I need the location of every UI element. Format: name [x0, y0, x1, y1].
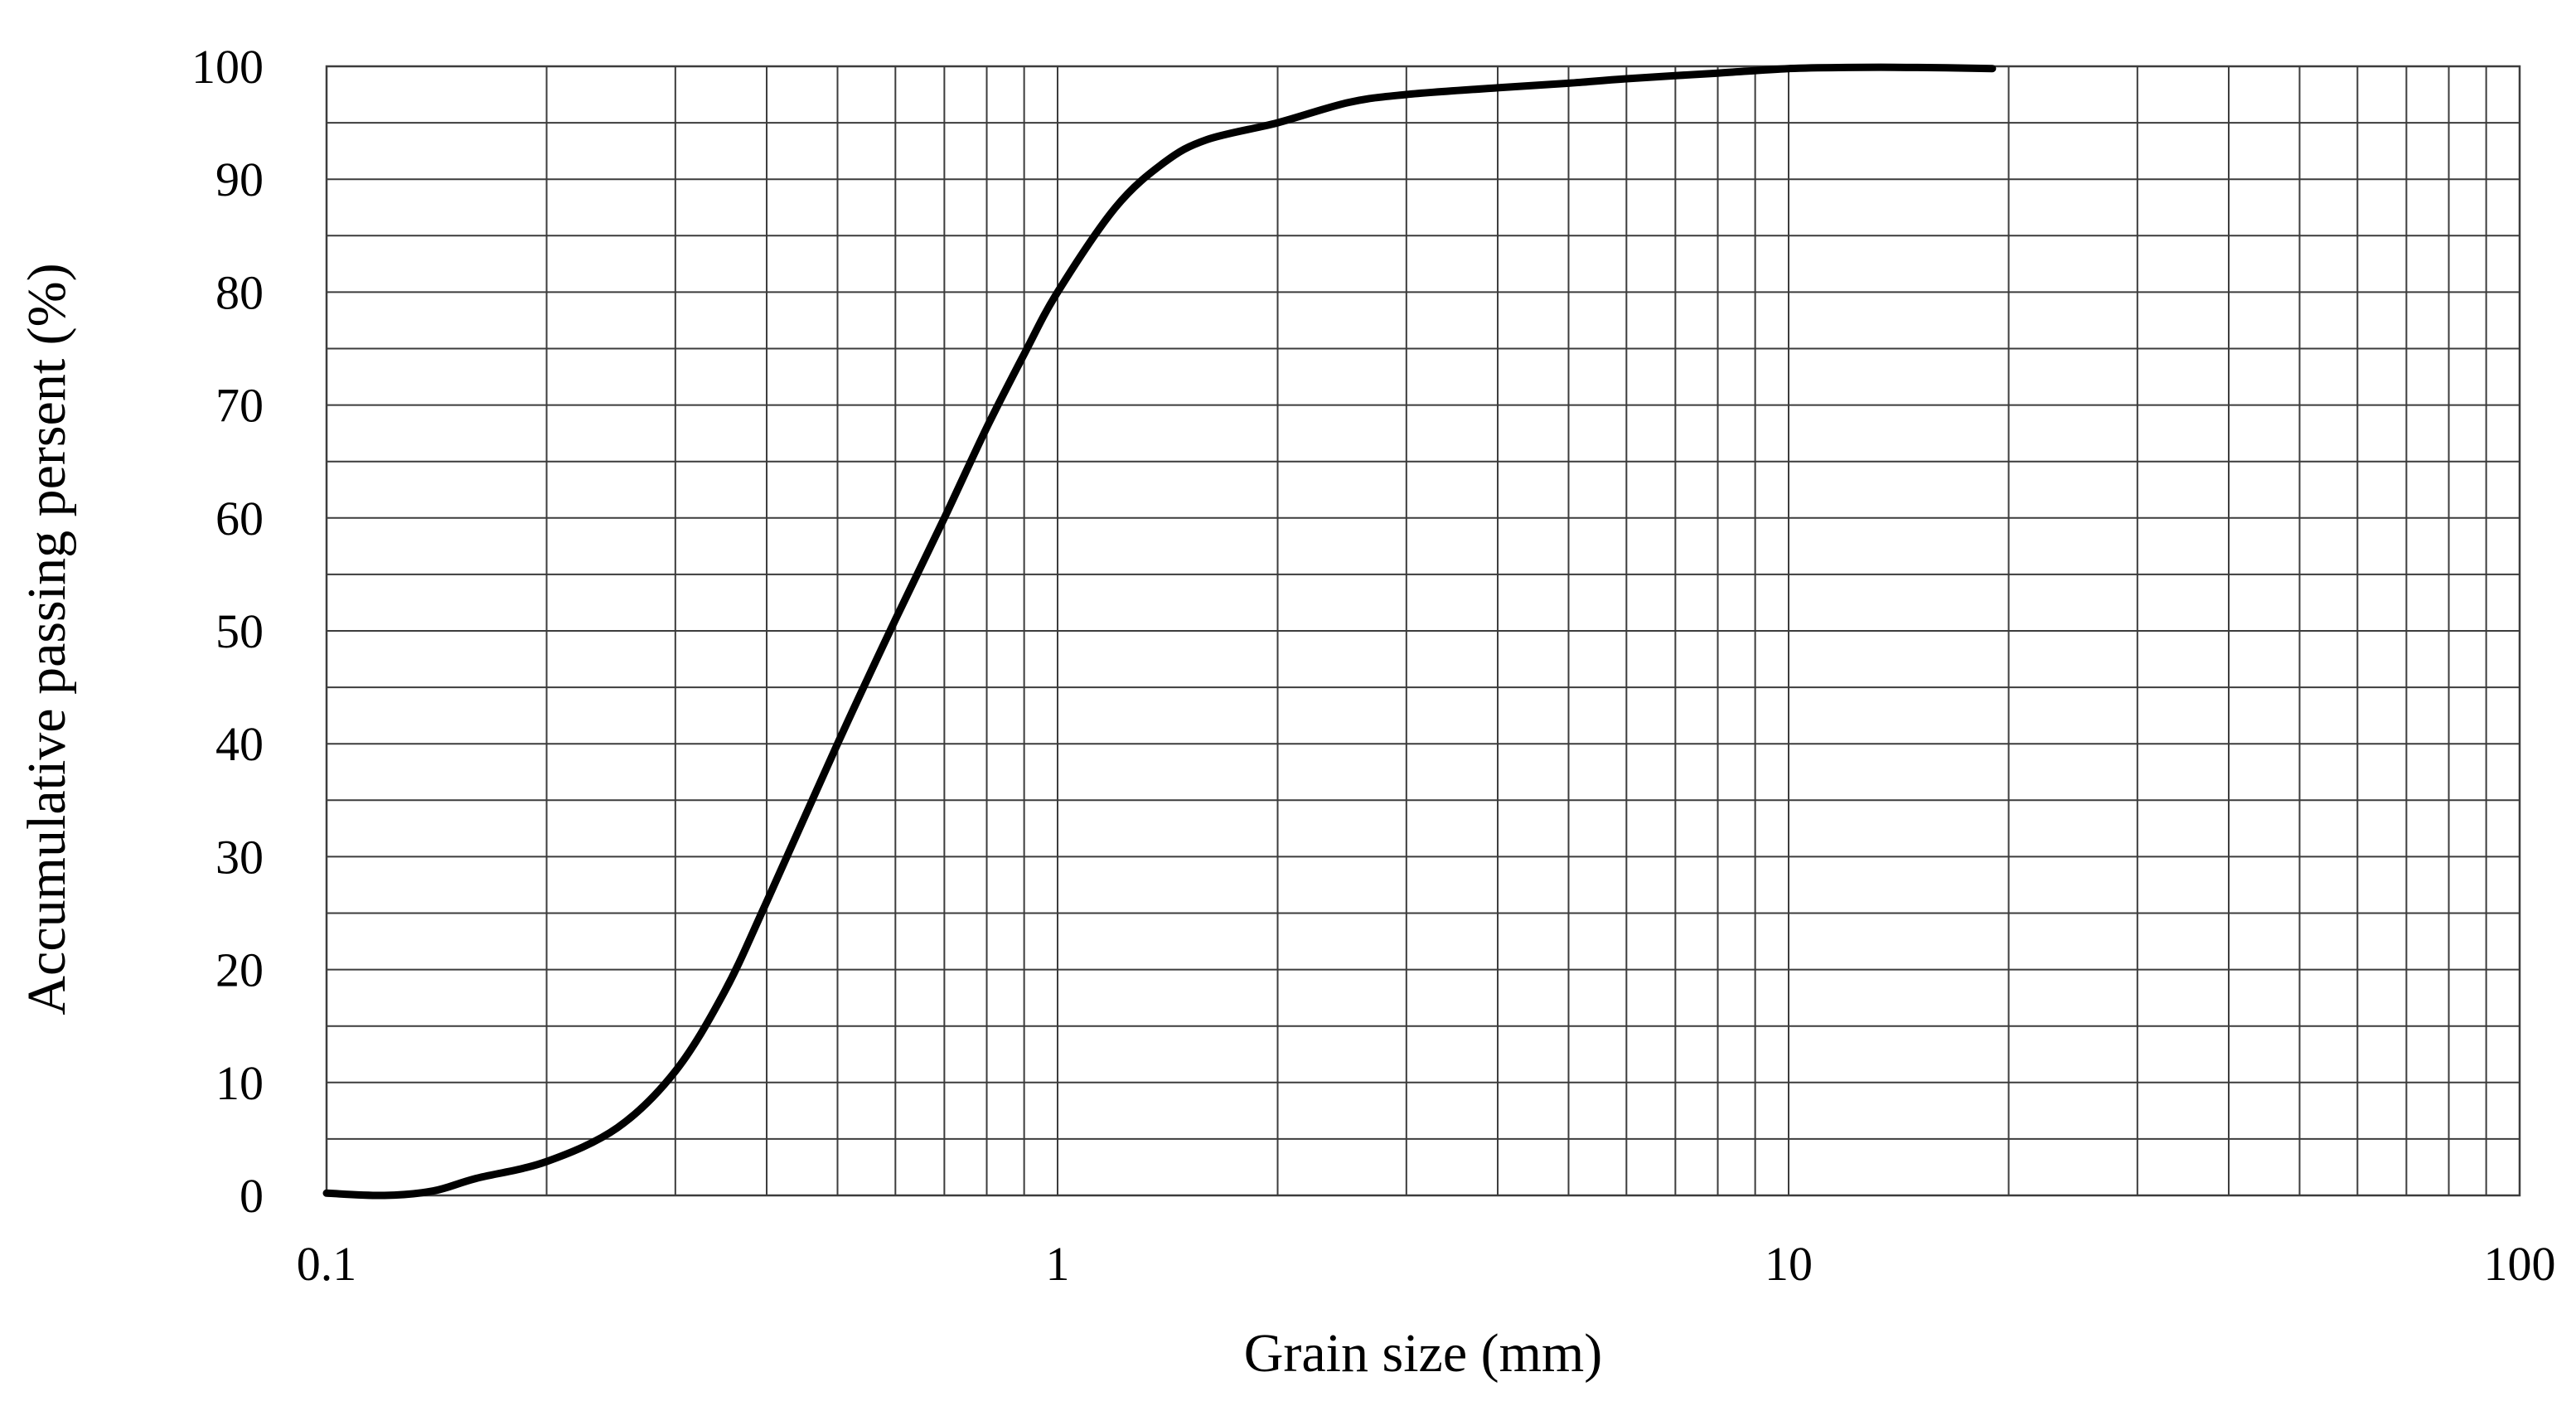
y-tick-labels: 0 10 20 30 40 50 60 70 80 90 100	[191, 40, 264, 1223]
x-tick-label: 100	[2484, 1237, 2556, 1291]
y-tick-label: 20	[215, 943, 264, 997]
series-line	[322, 63, 1997, 1200]
x-tick-labels: 0.1 1 10 100	[297, 1237, 2556, 1291]
x-tick-label: 0.1	[297, 1237, 357, 1291]
x-tick-label: 10	[1765, 1237, 1813, 1291]
series-layer	[322, 63, 1997, 1200]
y-tick-label: 0	[240, 1169, 264, 1223]
grid-lines	[327, 66, 2520, 1195]
x-axis-label: Grain size (mm)	[1244, 1323, 1603, 1384]
y-tick-label: 100	[191, 40, 264, 94]
plot-area-border	[325, 65, 2521, 1197]
y-tick-label: 90	[215, 153, 264, 206]
y-axis-label: Accumulative passing persent (%)	[17, 263, 77, 1015]
y-tick-label: 50	[215, 604, 264, 658]
y-tick-label: 10	[215, 1056, 264, 1110]
y-tick-label: 60	[215, 492, 264, 545]
y-tick-label: 70	[215, 379, 264, 433]
x-tick-label: 1	[1046, 1237, 1070, 1291]
y-tick-label: 30	[215, 830, 264, 884]
y-tick-label: 80	[215, 265, 264, 319]
y-tick-label: 40	[215, 717, 264, 771]
